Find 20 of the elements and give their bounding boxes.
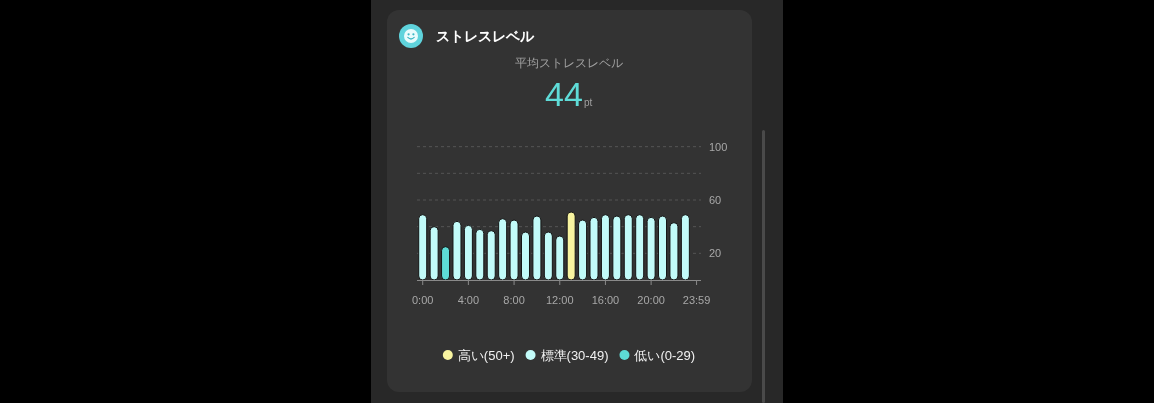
x-tick-label: 12:00: [546, 294, 574, 306]
legend-label: 標準(30-49): [540, 348, 609, 363]
x-tick-label: 16:00: [591, 294, 620, 306]
x-tick-label: 0:00: [412, 294, 434, 306]
y-tick-label: 20: [709, 247, 722, 260]
annotation: pt: [583, 97, 593, 108]
legend-label: 低い(0-29): [634, 348, 696, 363]
x-tick-label: 23:59: [682, 294, 711, 306]
x-tick-label: 4:00: [457, 294, 480, 306]
title: ストレスレベル: [436, 28, 534, 44]
x-tick-label: 20:00: [637, 294, 665, 306]
legend-item: 標準(30-49): [525, 348, 609, 363]
subtitle: 平均ストレスレベル: [515, 56, 623, 70]
y-tick-label: 100: [709, 140, 728, 153]
y-tick-label: 60: [709, 194, 722, 206]
legend-item: 低い(0-29): [619, 348, 696, 363]
annotation: 44: [545, 75, 583, 113]
legend-label: 高い(50+): [457, 348, 515, 363]
x-tick-label: 8:00: [503, 294, 525, 306]
legend-item: 高い(50+): [442, 348, 515, 363]
